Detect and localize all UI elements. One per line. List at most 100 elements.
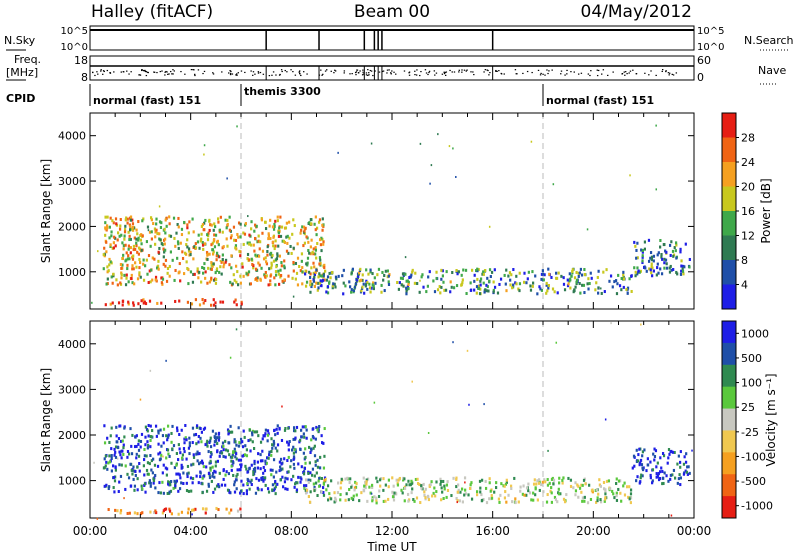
echo-cell bbox=[129, 462, 132, 466]
echo-cell bbox=[144, 425, 147, 429]
echo-cell bbox=[200, 459, 204, 463]
echo-cell bbox=[326, 285, 330, 289]
echo-cell bbox=[636, 266, 639, 270]
nave-point bbox=[378, 71, 381, 73]
echo-cell bbox=[265, 274, 268, 278]
echo-cell bbox=[669, 264, 672, 268]
echo-cell bbox=[262, 434, 265, 438]
echo-cell bbox=[201, 476, 204, 480]
echo-cell bbox=[314, 228, 317, 232]
echo-noise bbox=[455, 175, 457, 178]
echo-cell bbox=[150, 230, 153, 234]
echo-cell bbox=[401, 491, 404, 495]
echo-cell bbox=[206, 238, 210, 242]
echo-cell bbox=[122, 253, 125, 257]
echo-cell bbox=[186, 300, 190, 304]
echo-cell bbox=[688, 257, 691, 261]
echo-cell bbox=[214, 271, 217, 275]
echo-cell bbox=[505, 268, 508, 272]
echo-cell bbox=[159, 238, 162, 242]
echo-cell bbox=[150, 459, 153, 463]
echo-cell bbox=[464, 268, 468, 272]
nave-point bbox=[240, 70, 243, 72]
echo-cell bbox=[149, 424, 152, 428]
echo-cell bbox=[396, 483, 400, 487]
echo-cell bbox=[340, 477, 343, 481]
echo-cell bbox=[660, 255, 663, 259]
echo-cell bbox=[660, 272, 664, 276]
echo-cell bbox=[525, 486, 529, 490]
echo-cell bbox=[350, 496, 353, 500]
nave-point bbox=[190, 69, 193, 71]
echo-cell bbox=[162, 491, 165, 495]
echo-cell bbox=[360, 491, 363, 495]
echo-cell bbox=[154, 230, 157, 234]
echo-cell bbox=[214, 470, 217, 474]
echo-cell bbox=[410, 482, 413, 486]
echo-cell bbox=[287, 274, 290, 278]
echo-cell bbox=[323, 427, 326, 431]
echo-cell bbox=[521, 492, 524, 496]
freq-strip: Freq. [MHz] 18 8 60 0 Nave bbox=[6, 53, 786, 85]
echo-cell bbox=[680, 259, 683, 263]
echo-cell bbox=[202, 465, 205, 469]
echo-cell bbox=[439, 291, 442, 295]
echo-cell bbox=[479, 287, 482, 291]
echo-cell bbox=[143, 482, 147, 486]
echo-cell bbox=[201, 491, 204, 495]
nave-point bbox=[577, 73, 580, 75]
echo-cell bbox=[160, 281, 163, 285]
echo-cell bbox=[149, 438, 152, 442]
echo-cell bbox=[355, 493, 358, 497]
echo-cell bbox=[269, 237, 272, 241]
echo-cell bbox=[316, 465, 320, 469]
echo-cell bbox=[583, 273, 586, 277]
echo-cell bbox=[174, 484, 177, 488]
echo-cell bbox=[337, 481, 340, 485]
echo-cell bbox=[135, 228, 138, 232]
echo-cell bbox=[118, 227, 122, 231]
echo-cell bbox=[536, 498, 539, 502]
echo-cell bbox=[255, 277, 258, 281]
echo-cell bbox=[462, 268, 465, 272]
echo-cell bbox=[553, 495, 557, 499]
echo-cell bbox=[103, 246, 106, 250]
nave-point bbox=[122, 71, 124, 73]
echo-cell bbox=[279, 215, 282, 219]
echo-cell bbox=[270, 261, 273, 265]
echo-cell bbox=[216, 254, 220, 258]
echo-cell bbox=[272, 235, 275, 239]
echo-cell bbox=[114, 445, 118, 449]
echo-cell bbox=[295, 425, 299, 429]
echo-cell bbox=[150, 237, 154, 241]
echo-cell bbox=[114, 466, 117, 470]
echo-cell bbox=[569, 286, 572, 290]
nave-point bbox=[514, 69, 517, 71]
echo-noise bbox=[670, 514, 673, 517]
echo-cell bbox=[410, 479, 413, 483]
echo-cell bbox=[266, 250, 269, 254]
echo-cell bbox=[326, 275, 330, 279]
echo-cell bbox=[211, 471, 215, 475]
echo-cell bbox=[545, 500, 549, 504]
echo-cell bbox=[650, 255, 654, 259]
echo-cell bbox=[455, 476, 458, 480]
echo-cell bbox=[369, 491, 372, 495]
echo-cell bbox=[665, 250, 668, 254]
echo-cell bbox=[254, 253, 257, 257]
echo-cell bbox=[402, 284, 405, 288]
echo-cell bbox=[259, 240, 262, 244]
echo-cell bbox=[124, 283, 128, 287]
echo-cell bbox=[570, 274, 573, 278]
echo-cell bbox=[319, 258, 322, 262]
echo-cell bbox=[353, 285, 357, 289]
echo-cell bbox=[622, 270, 625, 274]
echo-cell bbox=[131, 472, 134, 476]
echo-cell bbox=[422, 482, 425, 486]
echo-cell bbox=[646, 457, 649, 461]
echo-cell bbox=[266, 253, 269, 257]
echo-cell bbox=[588, 282, 591, 286]
echo-cell bbox=[331, 284, 334, 288]
echo-cell bbox=[308, 275, 312, 279]
echo-cell bbox=[246, 241, 249, 245]
